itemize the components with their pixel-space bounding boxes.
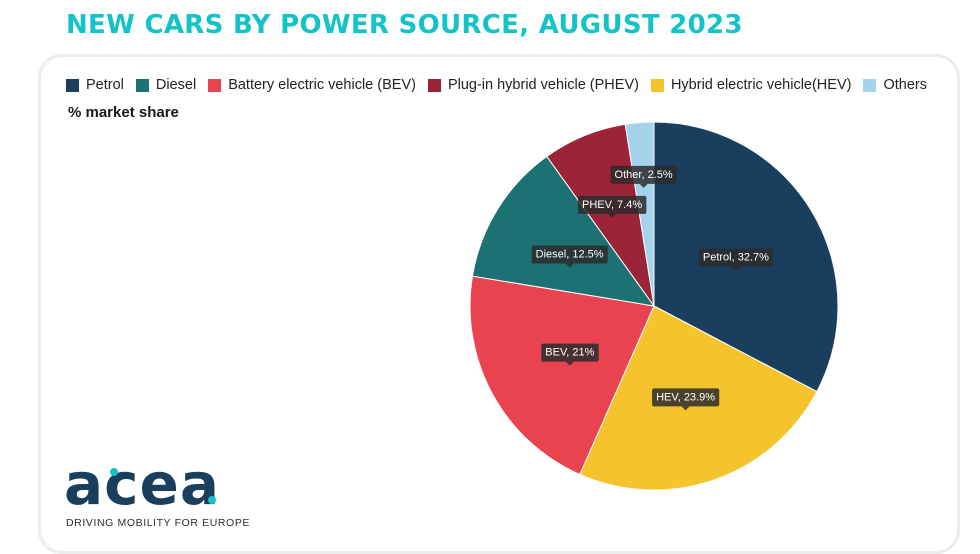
data-label-hev: HEV, 23.9%: [652, 388, 720, 411]
legend-item-diesel: Diesel: [135, 77, 197, 93]
logo-dot: [208, 496, 216, 504]
data-label-diesel: Diesel, 12.5%: [531, 245, 608, 268]
legend-swatch: [863, 78, 877, 92]
svg-text:BEV, 21%: BEV, 21%: [545, 347, 594, 359]
chart-title: NEW CARS BY POWER SOURCE, AUGUST 2023: [66, 10, 743, 40]
data-label-phev: PHEV, 7.4%: [578, 195, 647, 218]
legend-label: Hybrid electric vehicle(HEV): [670, 77, 852, 93]
legend-item-hev: Hybrid electric vehicle(HEV): [650, 77, 852, 93]
logo-wordmark: acea: [64, 452, 220, 516]
legend-swatch: [650, 78, 664, 92]
legend-label: Petrol: [86, 77, 124, 93]
legend-label: Diesel: [155, 77, 197, 93]
svg-text:Petrol, 32.7%: Petrol, 32.7%: [703, 252, 769, 264]
legend-swatch: [66, 78, 79, 92]
acea-logo: acea: [64, 452, 220, 516]
legend-item-phev: Plug-in hybrid vehicle (PHEV): [427, 77, 639, 93]
legend-swatch: [427, 78, 441, 92]
data-label-bev: BEV, 21%: [541, 343, 599, 366]
data-label-other: Other, 2.5%: [610, 165, 677, 188]
svg-text:HEV, 23.9%: HEV, 23.9%: [656, 391, 715, 403]
chart-subtitle: % market share: [68, 104, 179, 121]
svg-text:PHEV, 7.4%: PHEV, 7.4%: [582, 199, 642, 211]
logo-tagline: DRIVING MOBILITY FOR EUROPE: [66, 517, 251, 529]
legend-swatch: [135, 78, 149, 92]
chart-legend: Petrol Diesel Battery electric vehicle (…: [66, 76, 939, 94]
pie-slice-bev: [469, 275, 655, 476]
legend-label: Plug-in hybrid vehicle (PHEV): [447, 77, 639, 93]
legend-label: Others: [883, 77, 927, 93]
data-label-petrol: Petrol, 32.7%: [698, 248, 774, 271]
svg-text:Other, 2.5%: Other, 2.5%: [615, 169, 673, 181]
logo-dot: [110, 468, 118, 476]
legend-swatch: [208, 78, 222, 92]
svg-text:Diesel, 12.5%: Diesel, 12.5%: [536, 249, 604, 261]
legend-item-petrol: Petrol: [66, 77, 124, 93]
pie-slice-diesel: [471, 155, 656, 307]
legend-item-others: Others: [863, 77, 927, 93]
legend-item-bev: Battery electric vehicle (BEV): [208, 77, 416, 93]
legend-label: Battery electric vehicle (BEV): [228, 77, 416, 93]
